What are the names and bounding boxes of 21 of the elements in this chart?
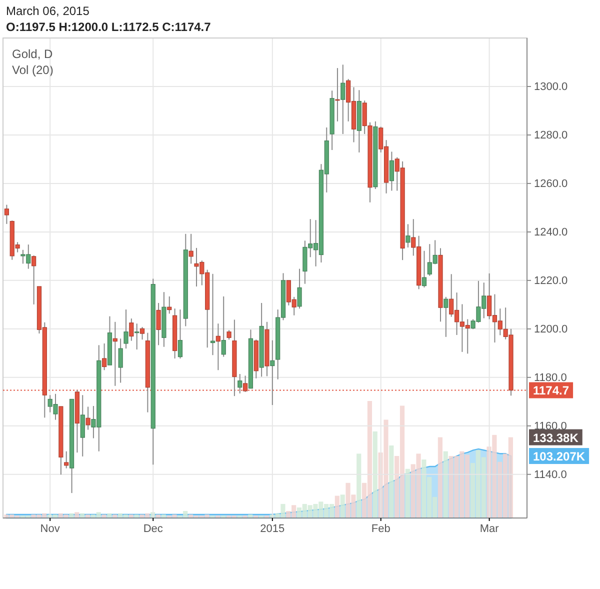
y-tick-label: 1280.0 <box>534 129 568 142</box>
x-tick-label: 2015 <box>260 522 285 535</box>
y-tick-label: 1160.0 <box>534 420 567 432</box>
y-tick-label: 1200.0 <box>534 323 568 336</box>
chart-subtitle: O:1197.5 H:1200.0 L:1172.5 C:1174.7 <box>6 20 212 34</box>
y-tick-label: 1180.0 <box>534 372 567 384</box>
x-tick-label: Mar <box>480 522 500 535</box>
text: 103.207K <box>533 449 586 464</box>
y-tick-label: 1260.0 <box>534 178 568 190</box>
ref-line-label: 1174.7 <box>533 384 570 398</box>
annotation: Vol (20) <box>12 63 54 77</box>
y-tick-label: 1220.0 <box>534 274 568 287</box>
y-tick-label: 1140.0 <box>534 468 567 481</box>
text: 133.38K <box>533 430 579 445</box>
y-tick-label: 1300.0 <box>534 81 568 94</box>
y-tick-label: 1240.0 <box>534 226 568 238</box>
x-tick-label: Nov <box>40 522 60 535</box>
x-tick-label: Feb <box>371 522 390 535</box>
x-tick-label: Dec <box>143 522 164 535</box>
chart-title: March 06, 2015 <box>6 4 90 18</box>
annotation: Gold, D <box>12 47 54 61</box>
